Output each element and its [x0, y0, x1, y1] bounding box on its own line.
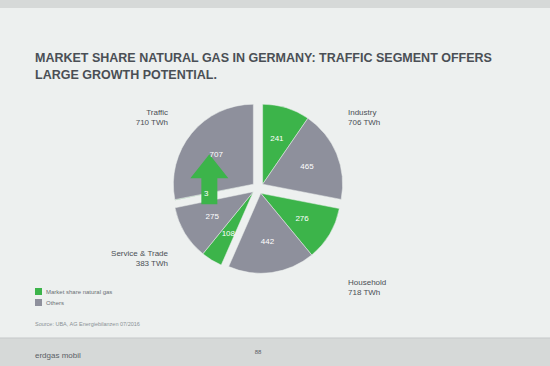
data-label: 442 [261, 237, 275, 246]
footer: erdgas mobil [35, 351, 81, 360]
legend-label: Others [46, 300, 64, 306]
data-label: 241 [270, 134, 284, 143]
total-label: 710 TWh [136, 118, 168, 127]
growth-arrow [190, 154, 228, 204]
total-label: 718 TWh [348, 288, 380, 297]
slice [263, 118, 343, 199]
chart: MARKET SHARE NATURAL GAS IN GERMANY: TRA… [0, 0, 550, 366]
data-label: 276 [295, 214, 309, 223]
legend-swatch [35, 288, 42, 295]
pie: 241 465 276 442 108275 3 707 [173, 104, 342, 273]
divider [0, 338, 550, 339]
category-label: Household [348, 278, 386, 287]
category-label: Traffic [146, 108, 168, 117]
category-label: Service & Trade [111, 249, 168, 258]
total-label: 383 TWh [136, 259, 168, 268]
total-label: 706 TWh [348, 118, 380, 127]
data-label: 275 [206, 212, 220, 221]
category-label: Industry [348, 108, 376, 117]
source: Source: UBA, AG Energiebilanzen 07/2016 [35, 321, 140, 327]
legend-label: Market share natural gas [46, 289, 112, 295]
data-label: 108 [222, 229, 236, 238]
title: MARKET SHARE NATURAL GAS IN GERMANY: TRA… [35, 51, 492, 82]
page-number: 88 [255, 349, 262, 355]
data-label: 465 [300, 162, 314, 171]
legend-swatch [35, 299, 42, 306]
data-label: 3 [204, 189, 209, 198]
slide [0, 8, 550, 338]
data-label: 707 [210, 150, 224, 159]
background [0, 0, 550, 366]
